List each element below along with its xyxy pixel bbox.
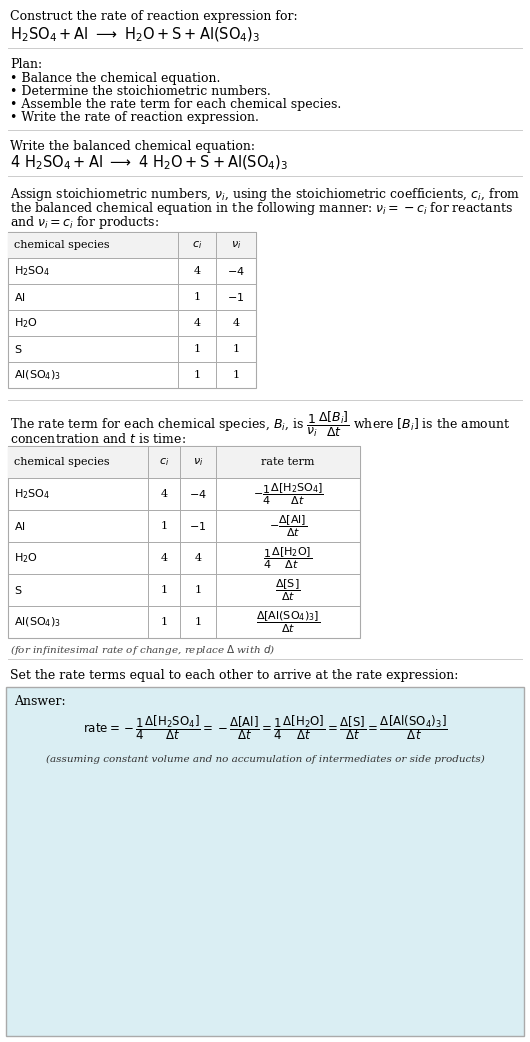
Text: Plan:: Plan:	[10, 58, 42, 71]
Text: 1: 1	[233, 344, 240, 354]
Text: Write the balanced chemical equation:: Write the balanced chemical equation:	[10, 140, 255, 153]
Bar	[8, 232, 256, 258]
Text: $\mathrm{H_2O}$: $\mathrm{H_2O}$	[14, 551, 38, 565]
FancyBboxPatch shape	[6, 687, 524, 1036]
Text: • Determine the stoichiometric numbers.: • Determine the stoichiometric numbers.	[10, 85, 271, 98]
Text: 4: 4	[193, 318, 200, 328]
Text: • Write the rate of reaction expression.: • Write the rate of reaction expression.	[10, 111, 259, 124]
Text: $\mathrm{Al}$: $\mathrm{Al}$	[14, 291, 25, 303]
Bar	[8, 232, 256, 388]
Text: Answer:: Answer:	[14, 695, 66, 708]
Text: $-1$: $-1$	[189, 520, 207, 532]
Text: Construct the rate of reaction expression for:: Construct the rate of reaction expressio…	[10, 10, 298, 23]
Text: 4: 4	[195, 553, 201, 563]
Text: $-1$: $-1$	[227, 291, 245, 303]
Text: 4: 4	[161, 553, 167, 563]
Text: the balanced chemical equation in the following manner: $\nu_i = -c_i$ for react: the balanced chemical equation in the fo…	[10, 200, 513, 217]
Text: $-\dfrac{\Delta[\mathrm{Al}]}{\Delta t}$: $-\dfrac{\Delta[\mathrm{Al}]}{\Delta t}$	[269, 514, 307, 539]
Text: 4: 4	[161, 489, 167, 499]
Text: $-4$: $-4$	[189, 488, 207, 500]
Text: chemical species: chemical species	[14, 457, 110, 467]
Text: $\mathrm{S}$: $\mathrm{S}$	[14, 343, 22, 355]
Text: (for infinitesimal rate of change, replace $\Delta$ with $d$): (for infinitesimal rate of change, repla…	[10, 643, 276, 658]
Text: 1: 1	[193, 292, 200, 302]
Text: • Balance the chemical equation.: • Balance the chemical equation.	[10, 72, 220, 85]
Text: 1: 1	[195, 585, 201, 595]
Text: and $\nu_i = c_i$ for products:: and $\nu_i = c_i$ for products:	[10, 214, 159, 231]
Text: 4: 4	[233, 318, 240, 328]
Text: Set the rate terms equal to each other to arrive at the rate expression:: Set the rate terms equal to each other t…	[10, 669, 458, 683]
Text: 1: 1	[161, 521, 167, 531]
Text: $\mathrm{H_2SO_4}$: $\mathrm{H_2SO_4}$	[14, 264, 50, 278]
Text: rate term: rate term	[261, 457, 315, 467]
Text: $\dfrac{\Delta[\mathrm{Al(SO_4)_3}]}{\Delta t}$: $\dfrac{\Delta[\mathrm{Al(SO_4)_3}]}{\De…	[256, 610, 320, 635]
Text: $\mathrm{Al}$: $\mathrm{Al}$	[14, 520, 25, 532]
Text: $\dfrac{\Delta[\mathrm{S}]}{\Delta t}$: $\dfrac{\Delta[\mathrm{S}]}{\Delta t}$	[275, 577, 301, 602]
Text: • Assemble the rate term for each chemical species.: • Assemble the rate term for each chemic…	[10, 98, 341, 111]
Text: $-\dfrac{1}{4}\dfrac{\Delta[\mathrm{H_2SO_4}]}{\Delta t}$: $-\dfrac{1}{4}\dfrac{\Delta[\mathrm{H_2S…	[252, 481, 323, 506]
Text: $\nu_i$: $\nu_i$	[231, 239, 241, 251]
Text: The rate term for each chemical species, $B_i$, is $\dfrac{1}{\nu_i}\dfrac{\Delt: The rate term for each chemical species,…	[10, 410, 510, 439]
Text: $c_i$: $c_i$	[192, 239, 202, 251]
Text: chemical species: chemical species	[14, 240, 110, 250]
Text: $\mathrm{4\ H_2SO_4 + Al\ \longrightarrow\ 4\ H_2O + S + Al(SO_4)_3}$: $\mathrm{4\ H_2SO_4 + Al\ \longrightarro…	[10, 154, 288, 172]
Text: $c_i$: $c_i$	[159, 456, 169, 468]
Text: 1: 1	[233, 370, 240, 380]
Text: 1: 1	[161, 585, 167, 595]
Text: 1: 1	[193, 370, 200, 380]
Text: concentration and $t$ is time:: concentration and $t$ is time:	[10, 432, 186, 446]
Text: $\nu_i$: $\nu_i$	[193, 456, 203, 468]
Text: (assuming constant volume and no accumulation of intermediates or side products): (assuming constant volume and no accumul…	[46, 755, 484, 764]
Text: 1: 1	[195, 617, 201, 627]
Text: $\mathrm{Al(SO_4)_3}$: $\mathrm{Al(SO_4)_3}$	[14, 368, 61, 381]
Text: $-4$: $-4$	[227, 265, 245, 277]
Text: $\mathrm{rate} = -\dfrac{1}{4}\dfrac{\Delta[\mathrm{H_2SO_4}]}{\Delta t} = -\dfr: $\mathrm{rate} = -\dfrac{1}{4}\dfrac{\De…	[83, 713, 447, 742]
Text: $\mathrm{H_2SO_4 + Al\ \longrightarrow\ H_2O + S + Al(SO_4)_3}$: $\mathrm{H_2SO_4 + Al\ \longrightarrow\ …	[10, 26, 260, 45]
Text: $\mathrm{H_2O}$: $\mathrm{H_2O}$	[14, 316, 38, 330]
Text: $\dfrac{1}{4}\dfrac{\Delta[\mathrm{H_2O}]}{\Delta t}$: $\dfrac{1}{4}\dfrac{\Delta[\mathrm{H_2O}…	[263, 545, 313, 571]
Text: 1: 1	[193, 344, 200, 354]
Text: $\mathrm{H_2SO_4}$: $\mathrm{H_2SO_4}$	[14, 487, 50, 501]
Text: Assign stoichiometric numbers, $\nu_i$, using the stoichiometric coefficients, $: Assign stoichiometric numbers, $\nu_i$, …	[10, 187, 520, 203]
Bar	[8, 446, 360, 638]
Text: 1: 1	[161, 617, 167, 627]
Text: $\mathrm{Al(SO_4)_3}$: $\mathrm{Al(SO_4)_3}$	[14, 615, 61, 628]
Text: $\mathrm{S}$: $\mathrm{S}$	[14, 584, 22, 596]
Bar	[8, 446, 360, 478]
Text: 4: 4	[193, 266, 200, 276]
